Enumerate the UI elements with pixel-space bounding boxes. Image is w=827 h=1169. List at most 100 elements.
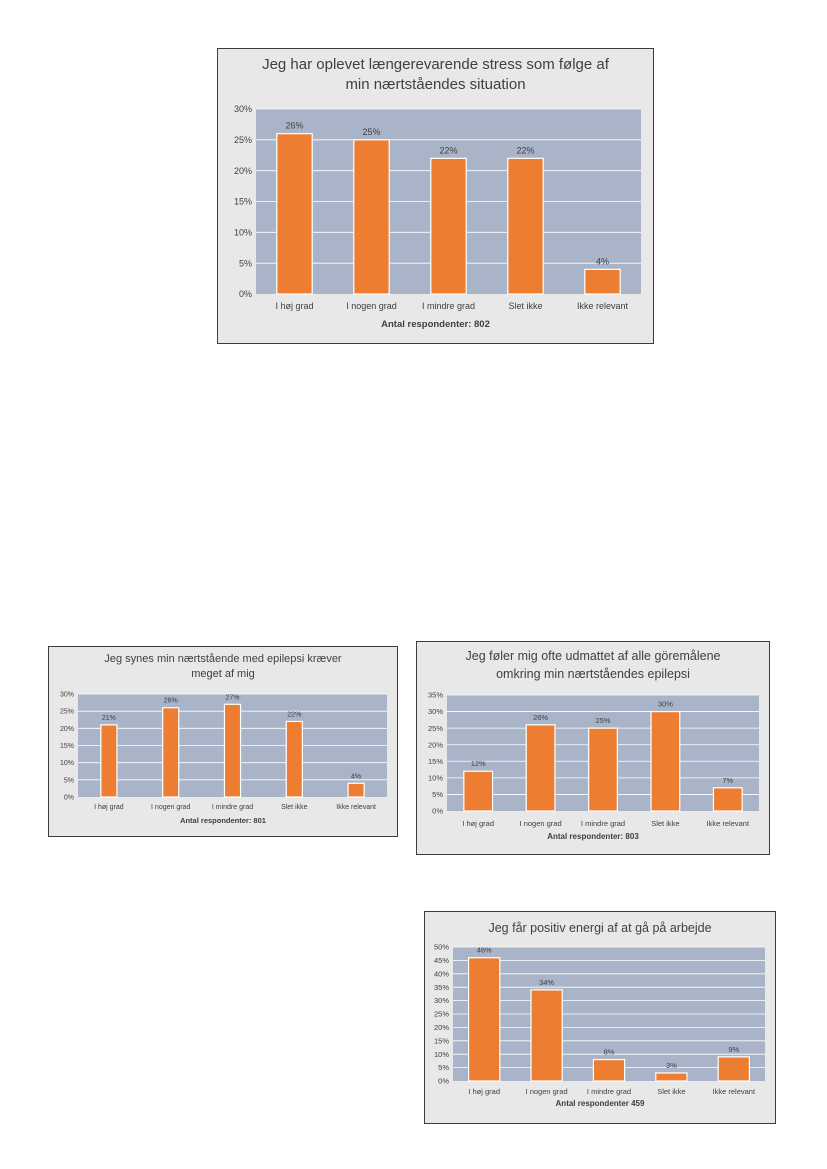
bar [712,787,743,812]
category-label: I mindre grad [422,301,475,311]
y-tick-label: 25% [428,724,443,733]
chart-title-line: Jeg føler mig ofte udmattet af alle göre… [466,649,721,663]
y-tick-label: 25% [434,1010,449,1019]
bar [467,957,501,1082]
y-tick-label: 20% [60,726,74,733]
data-label: 30% [658,700,673,709]
bar [717,1056,751,1082]
bar [285,720,303,798]
chart-svg: Jeg føler mig ofte udmattet af alle göre… [428,649,759,841]
bar [276,133,313,295]
x-axis-label: Antal respondenter: 802 [381,319,490,330]
category-label: Ikke relevant [577,301,629,311]
chart-energi: Jeg får positiv energi af at gå på arbej… [424,911,776,1124]
y-tick-label: 0% [64,794,74,801]
y-tick-label: 10% [60,760,74,767]
y-tick-label: 0% [239,289,252,299]
y-tick-label: 35% [434,983,449,992]
data-label: 25% [595,716,610,725]
category-label: I høj grad [462,819,494,828]
chart-stress: Jeg har oplevet længerevarende stress so… [217,48,654,344]
data-label: 7% [722,776,733,785]
y-tick-label: 25% [234,135,252,145]
category-label: Ikke relevant [336,804,376,811]
category-label: Slet ikke [657,1087,685,1096]
category-label: I høj grad [275,301,313,311]
y-tick-label: 15% [434,1036,449,1045]
data-label: 34% [539,978,554,987]
y-tick-label: 10% [428,773,443,782]
data-label: 3% [666,1061,677,1070]
data-label: 21% [102,715,116,722]
category-label: I nogen grad [151,804,190,811]
bar [588,727,618,812]
chart-udmattet: Jeg føler mig ofte udmattet af alle göre… [416,641,770,855]
x-axis-label: Antal respondenter: 803 [547,832,639,841]
category-label: I mindre grad [212,804,253,811]
category-label: I nogen grad [526,1087,568,1096]
data-label: 22% [516,145,534,155]
y-tick-label: 20% [234,166,252,176]
y-tick-label: 30% [434,996,449,1005]
y-tick-label: 15% [428,757,443,766]
category-label: Slet ikke [651,819,679,828]
bar [100,724,118,798]
data-label: 12% [471,759,486,768]
category-label: I nogen grad [346,301,397,311]
bar [584,268,621,295]
data-label: 46% [477,946,492,955]
chart-svg: Jeg har oplevet længerevarende stress so… [234,56,641,330]
y-tick-label: 20% [434,1023,449,1032]
y-tick-label: 30% [60,691,74,698]
data-label: 22% [287,711,301,718]
y-tick-label: 35% [428,691,443,700]
x-axis-label: Antal respondenter 459 [556,1099,645,1108]
bar [347,782,365,798]
chart-title-line: min nærtståendes situation [345,76,525,93]
y-tick-label: 0% [438,1077,449,1086]
chart-svg: Jeg får positiv energi af at gå på arbej… [434,921,765,1108]
y-tick-label: 50% [434,943,449,952]
y-tick-label: 45% [434,956,449,965]
y-tick-label: 30% [234,104,252,114]
y-tick-label: 30% [428,707,443,716]
y-tick-label: 5% [438,1063,449,1072]
bar [650,710,681,812]
bar [223,703,242,798]
chart-title-line: Jeg har oplevet længerevarende stress so… [262,56,610,73]
chart-title-line: Jeg synes min nærtstående med epilepsi k… [104,653,342,665]
category-label: I mindre grad [587,1087,631,1096]
bar [353,139,390,295]
category-label: Ikke relevant [713,1087,756,1096]
y-tick-label: 10% [234,227,252,237]
data-label: 27% [225,694,239,701]
x-axis-label: Antal respondenter: 801 [180,816,266,825]
y-tick-label: 5% [64,777,74,784]
y-tick-label: 15% [234,197,252,207]
chart-svg: Jeg synes min nærtstående med epilepsi k… [60,653,387,825]
category-label: I høj grad [94,804,124,811]
bar [430,157,467,295]
data-label: 8% [604,1048,615,1057]
y-tick-label: 0% [432,807,443,816]
bar [592,1058,626,1082]
chart-title-line: Jeg får positiv energi af at gå på arbej… [488,921,711,935]
data-label: 9% [728,1045,739,1054]
bar [463,770,494,812]
chart-title-line: omkring min nærtståendes epilepsi [496,667,690,681]
y-tick-label: 25% [60,709,74,716]
chart-title-line: meget af mig [191,668,255,680]
data-label: 26% [164,698,178,705]
chart-kraever: Jeg synes min nærtstående med epilepsi k… [48,646,398,837]
data-label: 25% [362,127,380,137]
data-label: 22% [439,145,457,155]
y-tick-label: 15% [60,743,74,750]
category-label: Slet ikke [508,301,542,311]
category-label: I høj grad [468,1087,500,1096]
bar [507,157,544,295]
bar [162,707,180,798]
bar [655,1072,688,1082]
y-tick-label: 20% [428,740,443,749]
category-label: I nogen grad [520,819,562,828]
bar [530,989,563,1082]
